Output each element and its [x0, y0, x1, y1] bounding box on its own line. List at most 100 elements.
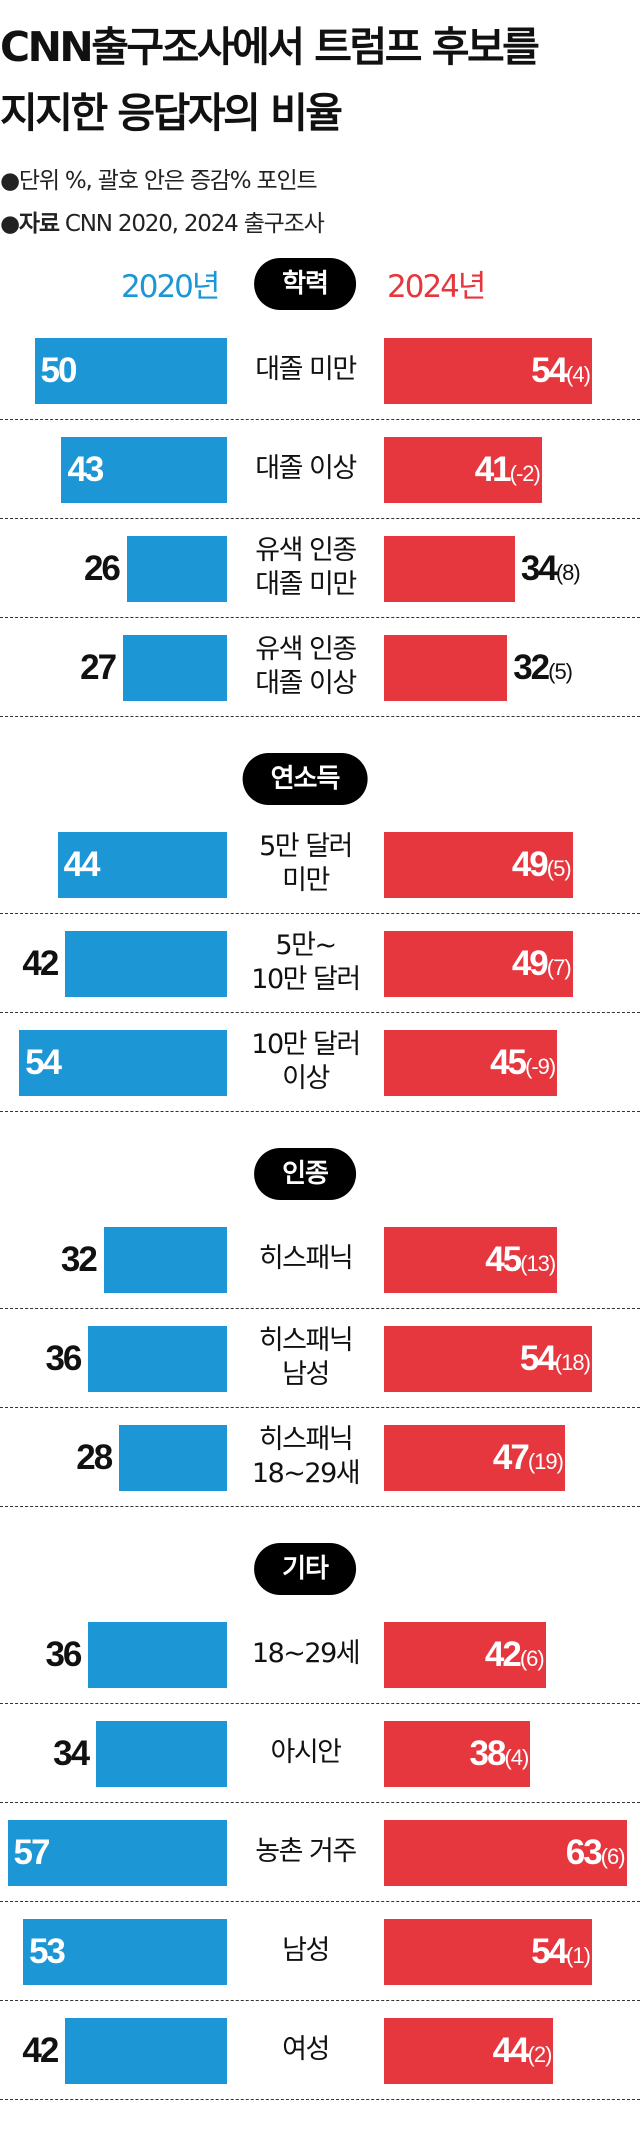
row-label: 아시안 [270, 1737, 342, 1768]
bar-2024 [384, 635, 508, 701]
change-value: (-9) [525, 1054, 556, 1079]
bar-2020 [57, 832, 227, 898]
section-pill: 기타 [254, 1543, 356, 1595]
bar-2024 [384, 1227, 558, 1293]
change-value: (2) [527, 2042, 553, 2067]
row-label: 대졸 이상 [255, 453, 357, 484]
source-label: 자료 [18, 211, 60, 237]
row-label: 10만 달러 이상 [251, 1029, 361, 1094]
value-2024-number: 32 [513, 648, 550, 687]
value-2020: 57 [13, 1833, 51, 1872]
bar-2024 [384, 338, 592, 404]
value-2024: 63(6) [566, 1820, 626, 1886]
row-label: 유색 인종 대졸 이상 [255, 634, 357, 699]
chart-row: 히스패닉 18~29새 28 47(19) [0, 1408, 640, 1507]
row-label: 18~29세 [251, 1638, 361, 1669]
row-label: 대졸 미만 [255, 354, 357, 385]
value-2020: 28 [76, 1438, 113, 1477]
bar-2024 [384, 1721, 531, 1787]
value-2024: 54(4) [531, 338, 591, 404]
chart-row: 유색 인종 대졸 미만 26 34(8) [0, 519, 640, 618]
value-2020: 53 [28, 1932, 66, 1971]
row-label: 유색 인종 대졸 미만 [255, 535, 357, 600]
row-label: 남성 [282, 1935, 330, 1966]
bar-2024 [384, 931, 573, 997]
value-2024-number: 54 [531, 1932, 568, 1971]
row-label: 히스패닉 18~29새 [251, 1424, 361, 1489]
value-2024: 32(5) [513, 635, 573, 701]
value-2020: 32 [60, 1240, 98, 1279]
section-header: 연소득 [0, 717, 640, 815]
unit-label: 단위 [18, 168, 60, 194]
section-pill: 학력 [254, 258, 356, 310]
chart-title: CNN출구조사에서 트럼프 후보를 지지한 응답자의 비율 [0, 23, 540, 137]
value-2024-number: 47 [492, 1438, 530, 1477]
value-2020: 42 [22, 2031, 59, 2070]
value-2020: 54 [25, 1043, 62, 1082]
change-value: (1) [566, 1943, 591, 1968]
row-label: 히스패닉 남성 [258, 1325, 354, 1390]
value-2024: 34(8) [520, 536, 581, 602]
bar-2024 [384, 437, 542, 503]
chart-row: 대졸 미만 50 54(4) [0, 321, 640, 420]
bar-2020 [61, 437, 227, 503]
bar-2020 [19, 1030, 227, 1096]
chart-row: 10만 달러 이상 54 45(-9) [0, 1013, 640, 1112]
chart-row: 남성 53 54(1) [0, 1902, 640, 2001]
bar-2024 [384, 536, 515, 602]
diverging-bar-chart: 학력 2020년 2024년 대졸 미만 50 54(4) 대졸 이상 43 41(-2) 유색 … [0, 258, 640, 2100]
chart-row: 농촌 거주 57 63(6) [0, 1803, 640, 1902]
chart-row: 18~29세 36 42(6) [0, 1605, 640, 1704]
change-value: (5) [548, 659, 573, 684]
chart-row: 5만~ 10만 달러 42 49(7) [0, 914, 640, 1013]
value-2024: 44(2) [492, 2018, 553, 2084]
value-2020: 26 [83, 549, 121, 588]
value-2024-number: 34 [520, 549, 558, 588]
bar-2020 [65, 2018, 227, 2084]
bar-2024 [384, 1326, 592, 1392]
section-header: 학력 2020년 2024년 [0, 258, 640, 321]
change-value: (13) [520, 1251, 556, 1276]
value-2024: 54(18) [519, 1326, 591, 1392]
value-2024: 45(13) [485, 1227, 556, 1293]
value-2024: 54(1) [531, 1919, 591, 1985]
change-value: (5) [546, 856, 572, 881]
bar-2020 [123, 635, 227, 701]
legend-2024: 2024년 [387, 269, 486, 305]
value-2024-number: 49 [511, 845, 549, 884]
bar-2020 [96, 1721, 227, 1787]
bar-2024 [384, 2018, 554, 2084]
change-value: (6) [600, 1844, 626, 1869]
bar-2020 [22, 1919, 227, 1985]
value-2024-number: 54 [531, 351, 568, 390]
bar-2020 [65, 931, 227, 997]
value-2024-number: 42 [484, 1635, 522, 1674]
chart-notes: ●단위 %, 괄호 안은 증감% 포인트 ●자료 CNN 2020, 2024 … [0, 160, 325, 246]
bullet-icon: ● [0, 211, 20, 237]
value-2024-number: 54 [519, 1339, 557, 1378]
change-value: (19) [527, 1449, 564, 1474]
source-note: ●자료 CNN 2020, 2024 출구조사 [0, 203, 325, 246]
change-value: (18) [554, 1350, 591, 1375]
bar-2020 [7, 1820, 227, 1886]
value-2024-number: 44 [492, 2031, 530, 2070]
row-label: 여성 [282, 2034, 330, 2065]
bar-2024 [384, 1622, 546, 1688]
section-pill: 인종 [254, 1148, 356, 1200]
bar-2024 [384, 1425, 565, 1491]
row-label: 5만 달러 미만 [259, 831, 353, 896]
value-2020: 50 [40, 351, 78, 390]
bar-2020 [126, 536, 227, 602]
change-value: (4) [504, 1745, 529, 1770]
bullet-icon: ● [0, 168, 20, 194]
row-label: 5만~ 10만 달러 [251, 930, 361, 995]
value-2024: 49(5) [511, 832, 572, 898]
value-2024-number: 45 [490, 1043, 527, 1082]
value-2020: 42 [22, 944, 59, 983]
row-label: 히스패닉 [258, 1243, 354, 1274]
value-2024-number: 38 [469, 1734, 506, 1773]
bar-2020 [34, 338, 227, 404]
value-2024: 47(19) [492, 1425, 564, 1491]
value-2024-number: 49 [511, 944, 549, 983]
value-2020: 43 [67, 450, 104, 489]
